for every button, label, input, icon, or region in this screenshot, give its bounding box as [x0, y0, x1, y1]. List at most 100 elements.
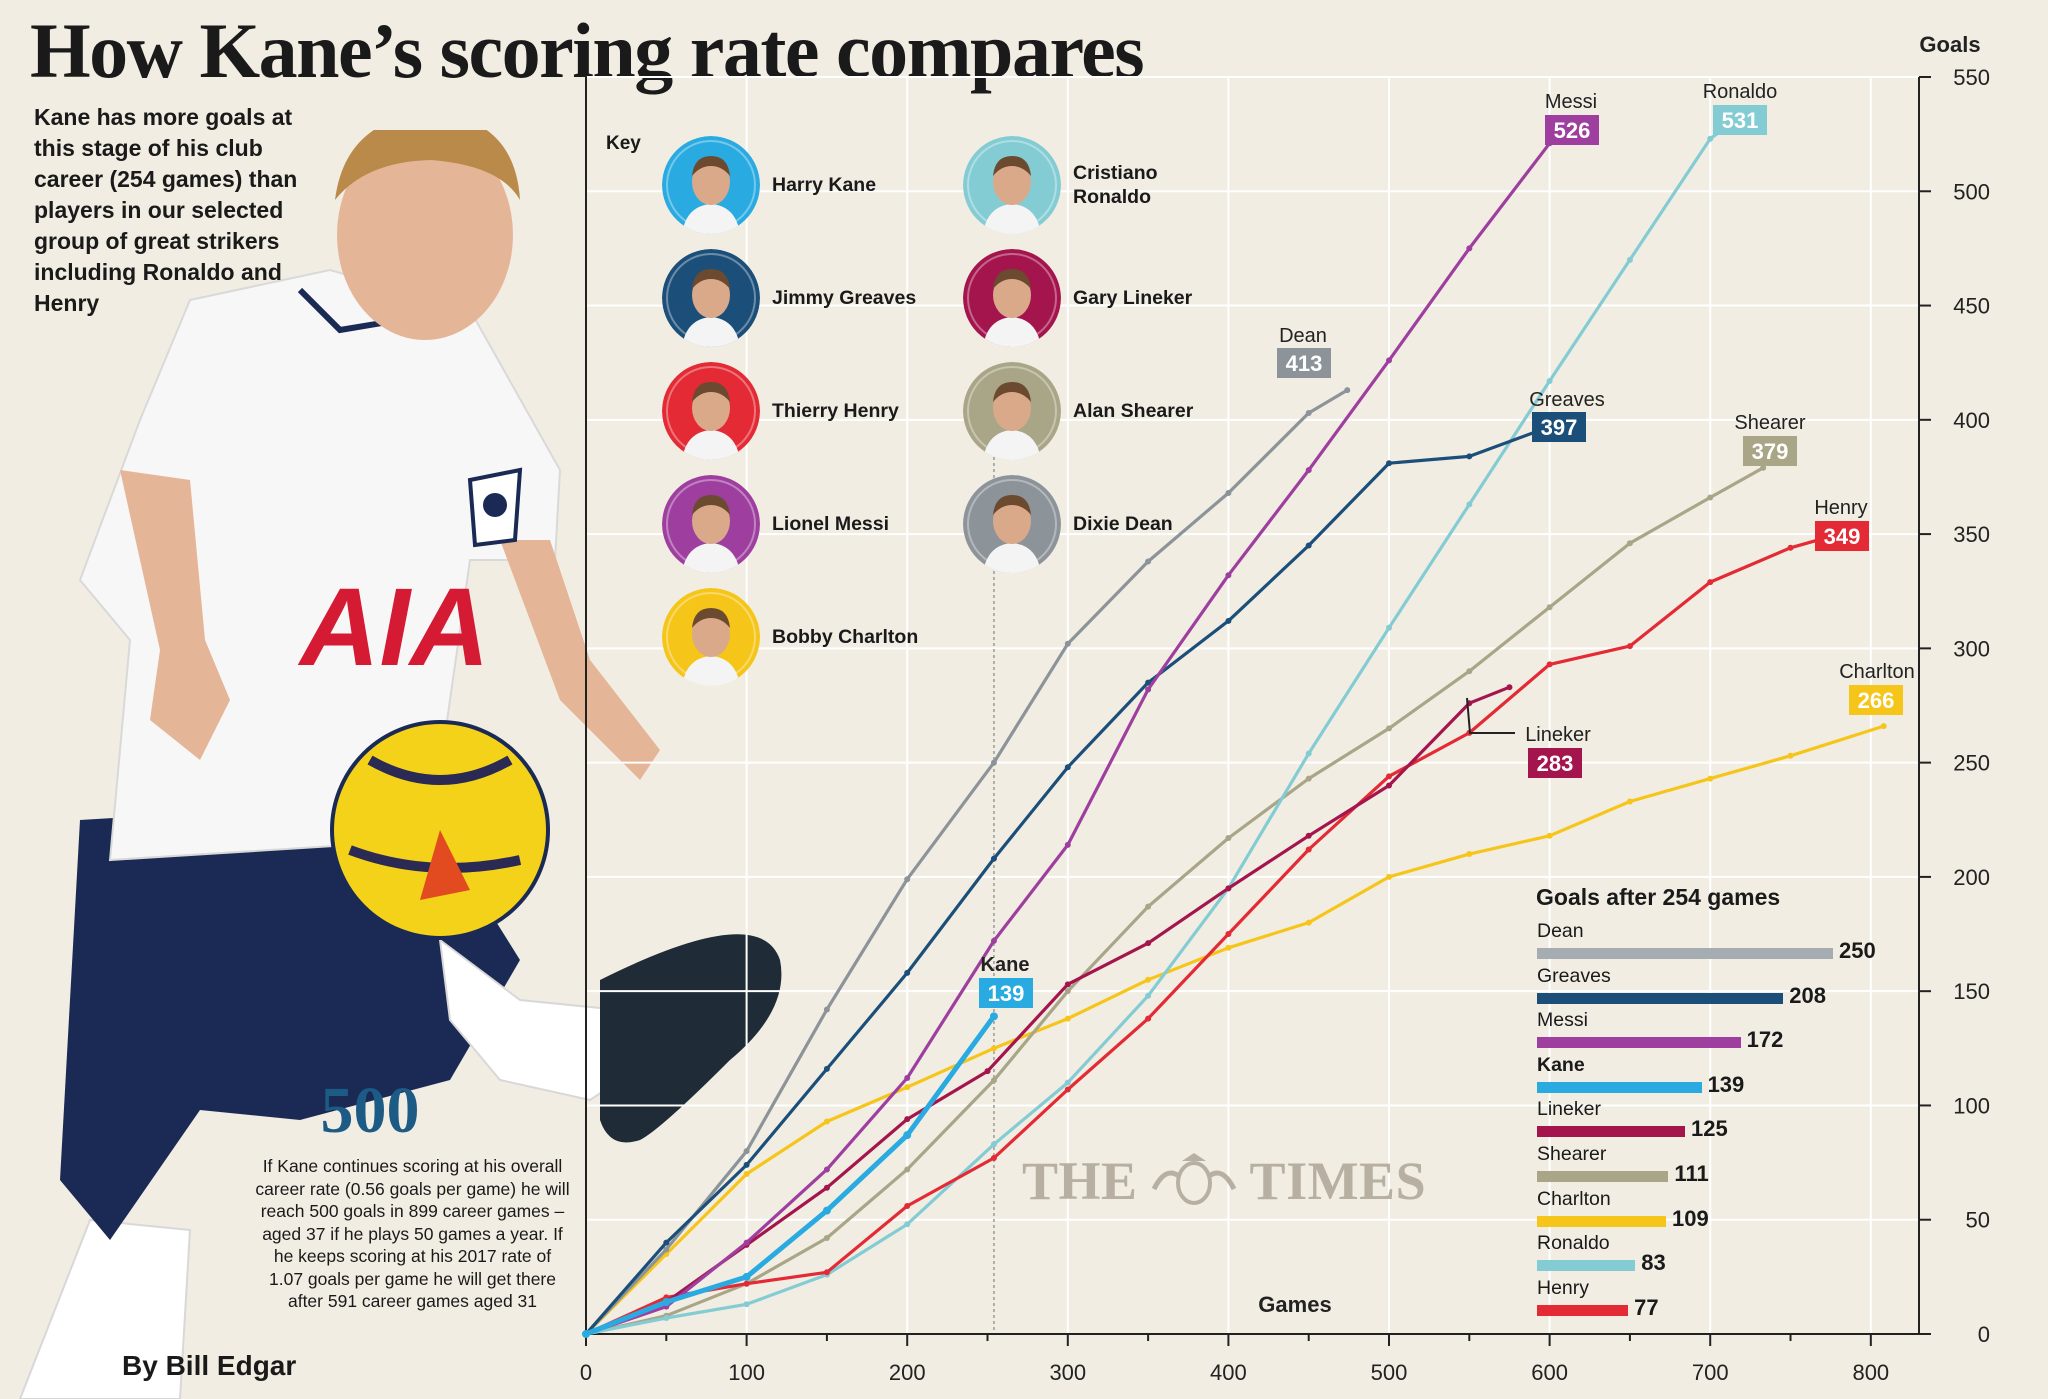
data-point-shearer-600	[1546, 604, 1553, 611]
series-line-messi	[584, 130, 1561, 1336]
player-portrait-icon	[662, 475, 760, 573]
data-point-henry-750	[1787, 544, 1794, 551]
data-point-charlton-100	[743, 1171, 750, 1178]
value-badge-dean	[1277, 348, 1331, 378]
byline: By Bill Edgar	[122, 1350, 297, 1381]
data-point-kane-254	[989, 1012, 998, 1021]
value-badge-charlton	[1849, 685, 1903, 715]
data-point-ronaldo-100	[743, 1301, 750, 1308]
bar-value-label: 83	[1641, 1250, 1666, 1276]
data-point-henry-350	[1145, 1015, 1152, 1022]
bar-charlton	[1537, 1215, 1667, 1227]
y-tick-label-250: 250	[1953, 751, 1990, 776]
series-line-lineker	[584, 685, 1512, 1336]
y-tick-label-300: 300	[1953, 636, 1990, 661]
data-point-ronaldo-50	[663, 1315, 670, 1322]
bar-shearer	[1537, 1171, 1669, 1182]
data-point-messi-500	[1386, 357, 1393, 364]
bar-row-lineker: Lineker 125	[1537, 1098, 1897, 1142]
key-player-name: Dixie Dean	[1073, 513, 1173, 535]
value-label-lineker: 283	[1537, 751, 1574, 776]
data-point-messi-550	[1466, 245, 1473, 252]
data-point-henry-650	[1626, 643, 1633, 650]
value-badge-henry	[1815, 521, 1869, 551]
series-label-charlton: Charlton	[1839, 661, 1915, 683]
data-point-henry-450	[1305, 846, 1312, 853]
data-point-dean-350	[1145, 558, 1152, 565]
key-item-lionel-messi: Lionel Messi	[662, 475, 962, 573]
data-point-charlton-808	[1880, 723, 1887, 730]
data-point-lineker-250	[984, 1068, 991, 1075]
x-tick-label-100: 100	[728, 1360, 765, 1385]
bar-category-label: Lineker	[1537, 1098, 1601, 1121]
data-point-shearer-300	[1064, 988, 1071, 995]
data-point-kane-0	[582, 1330, 590, 1338]
bar-value-label: 250	[1839, 938, 1876, 963]
data-point-charlton-550	[1466, 851, 1473, 858]
data-point-shearer-550	[1466, 668, 1473, 675]
data-point-henry-200	[904, 1203, 911, 1210]
times-logo: THE TIMES	[1022, 1150, 1426, 1212]
value-badge-kane	[979, 978, 1033, 1008]
bar-row-greaves: Greaves 208	[1537, 965, 1897, 1009]
inset-title: Goals after 254 games	[1536, 884, 1781, 910]
player-portrait-icon	[662, 362, 760, 460]
logo-right: TIMES	[1249, 1151, 1427, 1211]
data-point-charlton-750	[1787, 752, 1794, 759]
bar-row-dean: Dean 250	[1537, 920, 1897, 964]
intro-text: Kane has more goals at this stage of his…	[34, 104, 298, 316]
y-tick-label-0: 0	[1978, 1322, 1990, 1347]
value-badge-messi	[1545, 115, 1599, 145]
data-point-shearer-254	[990, 1077, 997, 1084]
data-point-dean-50	[663, 1246, 670, 1253]
key-title: Key	[606, 133, 641, 154]
bar-row-kane: Kane 139	[1537, 1054, 1897, 1098]
key-player-name: Cristiano Ronaldo	[1073, 162, 1158, 208]
data-point-shearer-150	[823, 1235, 830, 1242]
data-point-messi-400	[1225, 572, 1232, 579]
x-tick-label-0: 0	[580, 1360, 592, 1385]
bar-category-label: Kane	[1537, 1053, 1585, 1076]
key-item-bobby-charlton: Bobby Charlton	[662, 588, 962, 686]
data-point-dean-254	[990, 759, 997, 766]
bar-category-label: Charlton	[1537, 1187, 1611, 1210]
data-point-kane-100	[742, 1272, 751, 1281]
data-point-greaves-550	[1466, 453, 1473, 460]
bar-value-label: 208	[1789, 982, 1826, 1008]
data-point-shearer-700	[1707, 494, 1714, 501]
bar-messi	[1537, 1037, 1741, 1049]
x-axis-title: Games	[1258, 1292, 1331, 1317]
key-player-name: Gary Lineker	[1073, 287, 1193, 309]
series-label-shearer: Shearer	[1734, 412, 1805, 434]
bar-kane	[1537, 1081, 1702, 1093]
bar-henry	[1537, 1304, 1629, 1316]
series-label-greaves: Greaves	[1529, 389, 1605, 411]
bar-dean	[1537, 948, 1833, 959]
bar-value-label: 109	[1672, 1205, 1709, 1231]
series-line-ronaldo	[584, 118, 1738, 1336]
key-player-name: Alan Shearer	[1073, 400, 1194, 422]
data-point-greaves-50	[663, 1239, 670, 1246]
key-player-name: Bobby Charlton	[772, 626, 919, 648]
bar-ronaldo	[1537, 1260, 1636, 1272]
bar-value-label: 77	[1634, 1294, 1659, 1320]
key-item-harry-kane: Harry Kane	[662, 136, 962, 234]
crest-icon	[1151, 1153, 1236, 1205]
data-point-shearer-650	[1626, 540, 1633, 547]
key-player-name: Lionel Messi	[772, 513, 890, 535]
data-point-dean-100	[743, 1148, 750, 1155]
y-tick-label-100: 100	[1953, 1093, 1990, 1118]
data-point-shearer-350	[1145, 903, 1152, 910]
bar-value-label: 172	[1746, 1027, 1784, 1053]
data-point-dean-450	[1305, 409, 1312, 416]
data-point-shearer-450	[1305, 775, 1312, 782]
y-tick-label-550: 550	[1953, 65, 1990, 90]
data-point-lineker-300	[1064, 981, 1071, 988]
series-label-kane: Kane	[981, 954, 1030, 976]
data-point-henry-600	[1546, 661, 1553, 668]
data-point-charlton-400	[1225, 944, 1232, 951]
data-point-ronaldo-200	[904, 1221, 911, 1228]
bar-category-label: Greaves	[1537, 964, 1611, 987]
player-portrait-icon	[662, 136, 760, 234]
data-point-kane-50	[662, 1298, 671, 1307]
